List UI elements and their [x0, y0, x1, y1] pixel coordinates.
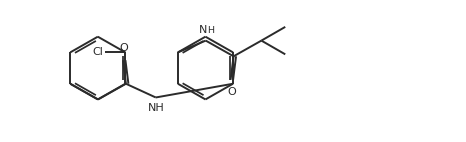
Text: H: H [207, 26, 214, 35]
Text: N: N [199, 25, 207, 35]
Text: O: O [227, 87, 236, 97]
Text: NH: NH [148, 103, 165, 113]
Text: O: O [120, 43, 128, 53]
Text: Cl: Cl [93, 47, 103, 57]
